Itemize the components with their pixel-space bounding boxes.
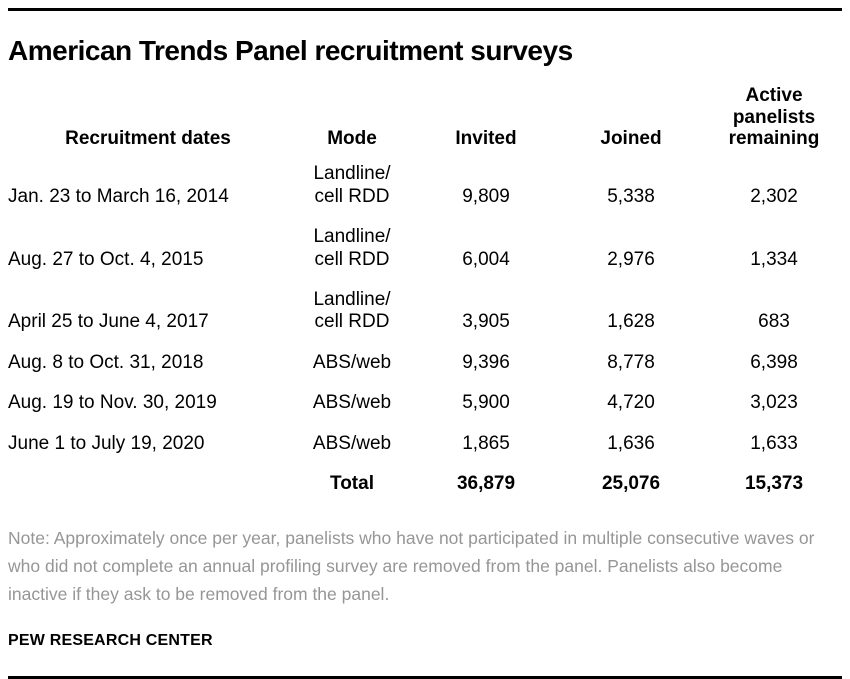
column-header-invited: Invited [455,128,517,150]
cell-dates: Aug. 27 to Oct. 4, 2015 [8,248,204,270]
column-header-joined: Joined [600,128,662,150]
total-invited: 36,879 [456,472,516,494]
cell-mode: Landline/ cell RDD [313,288,391,333]
column-header-active: Active panelists remaining [728,84,820,150]
total-joined: 25,076 [601,472,661,494]
cell-active: 3,023 [750,392,798,414]
cell-dates: Jan. 23 to March 16, 2014 [8,185,229,207]
cell-joined: 5,338 [607,185,655,207]
cell-dates: Aug. 8 to Oct. 31, 2018 [8,351,204,373]
cell-dates: April 25 to June 4, 2017 [8,311,209,333]
cell-invited: 9,396 [462,351,510,373]
table-row: June 1 to July 19, 2020 ABS/web 1,865 1,… [8,424,842,464]
total-row: Total 36,879 25,076 15,373 [8,464,842,504]
cell-invited: 9,809 [462,185,510,207]
cell-active: 1,334 [750,248,798,270]
table-header: Recruitment dates Mode Invited Joined Ac… [8,85,842,155]
footnote: Note: Approximately once per year, panel… [8,528,815,605]
total-label: Total [330,472,374,494]
table-row: April 25 to June 4, 2017 Landline/ cell … [8,280,842,343]
cell-joined: 2,976 [607,248,655,270]
cell-mode: ABS/web [312,351,392,373]
page-title: American Trends Panel recruitment survey… [8,35,573,66]
cell-invited: 5,900 [462,392,510,414]
top-rule [8,8,842,11]
cell-joined: 1,636 [607,432,655,454]
cell-joined: 4,720 [607,392,655,414]
cell-joined: 8,778 [607,351,655,373]
cell-invited: 3,905 [462,311,510,333]
source-attribution: PEW RESEARCH CENTER [8,632,213,650]
cell-mode: Landline/ cell RDD [313,163,391,207]
header-row: Recruitment dates Mode Invited Joined Ac… [8,85,842,155]
cell-mode: Landline/ cell RDD [313,226,391,270]
table-row: Aug. 8 to Oct. 31, 2018 ABS/web 9,396 8,… [8,343,842,383]
total-spacer [8,464,288,504]
column-header-dates: Recruitment dates [65,128,231,150]
recruitment-surveys-table: Recruitment dates Mode Invited Joined Ac… [8,85,842,505]
table-row: Aug. 27 to Oct. 4, 2015 Landline/ cell R… [8,217,842,280]
cell-mode: ABS/web [312,392,392,414]
cell-invited: 6,004 [462,248,510,270]
cell-active: 1,633 [750,432,798,454]
cell-invited: 1,865 [462,432,510,454]
cell-active: 2,302 [750,185,798,207]
cell-active: 683 [758,311,790,333]
cell-joined: 1,628 [607,311,655,333]
column-header-mode: Mode [327,128,377,150]
table-body: Jan. 23 to March 16, 2014 Landline/ cell… [8,154,842,504]
cell-active: 6,398 [750,351,798,373]
total-active: 15,373 [744,472,804,494]
table-row: Aug. 19 to Nov. 30, 2019 ABS/web 5,900 4… [8,383,842,423]
table-row: Jan. 23 to March 16, 2014 Landline/ cell… [8,154,842,217]
cell-dates: June 1 to July 19, 2020 [8,432,205,454]
cell-mode: ABS/web [312,432,392,454]
report-figure: American Trends Panel recruitment survey… [0,8,850,679]
cell-dates: Aug. 19 to Nov. 30, 2019 [8,392,217,414]
